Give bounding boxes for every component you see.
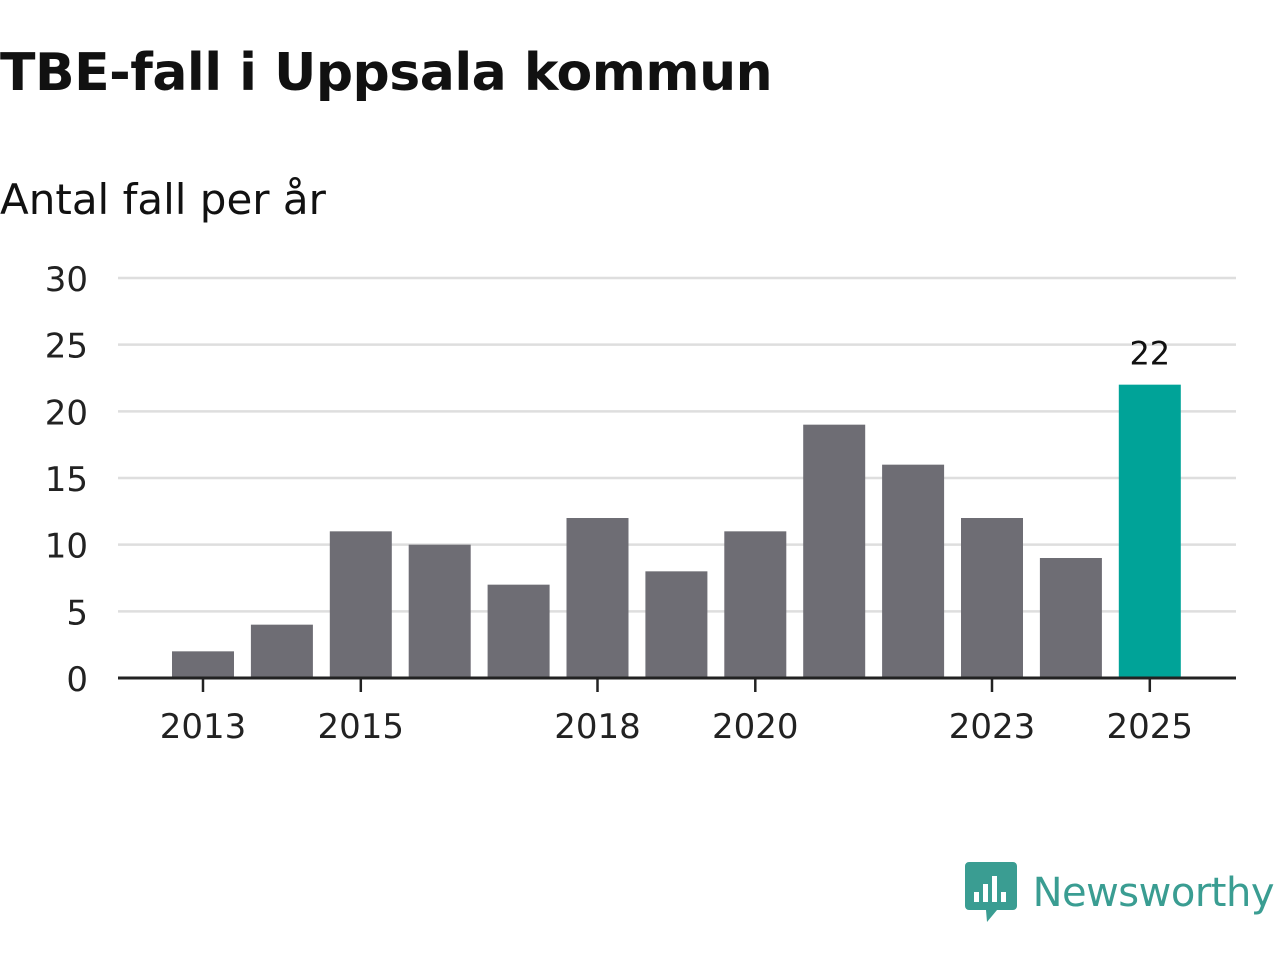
brand-name: Newsworthy: [1032, 870, 1275, 916]
bar-2019: [645, 571, 708, 678]
x-tick-label: 2015: [318, 707, 405, 747]
x-tick-label: 2013: [160, 707, 247, 747]
y-tick-label: 5: [66, 593, 88, 633]
bar-2017: [487, 584, 550, 678]
newsworthy-logo-icon: [964, 862, 1017, 922]
chart-title: TBE-fall i Uppsala kommun: [0, 43, 773, 103]
brand-logo: Newsworthy: [964, 862, 1275, 924]
y-tick-label: 15: [45, 460, 88, 500]
bar-2014: [250, 624, 313, 678]
y-tick-label: 10: [45, 527, 88, 567]
x-tick-label: 2025: [1107, 707, 1194, 747]
bar-2023: [961, 518, 1023, 678]
data-label: 22: [1129, 335, 1170, 373]
x-tick-label: 2023: [949, 707, 1036, 747]
bar-2024: [1039, 558, 1102, 678]
y-tick-label: 20: [45, 393, 88, 433]
y-tick-label: 0: [66, 660, 88, 700]
y-tick-label: 25: [45, 327, 88, 367]
y-tick-label: 30: [45, 260, 88, 300]
bar-2013: [172, 651, 234, 678]
bar-2025: [1118, 384, 1181, 678]
x-tick-label: 2018: [554, 707, 641, 747]
bar-2021: [803, 424, 866, 678]
bar-2018: [566, 518, 629, 678]
bar-2022: [882, 464, 945, 678]
bar-2015: [329, 531, 392, 678]
bar-2016: [408, 544, 471, 678]
bar-2020: [724, 531, 787, 678]
chart-subtitle: Antal fall per år: [0, 175, 326, 224]
x-tick-label: 2020: [712, 707, 799, 747]
